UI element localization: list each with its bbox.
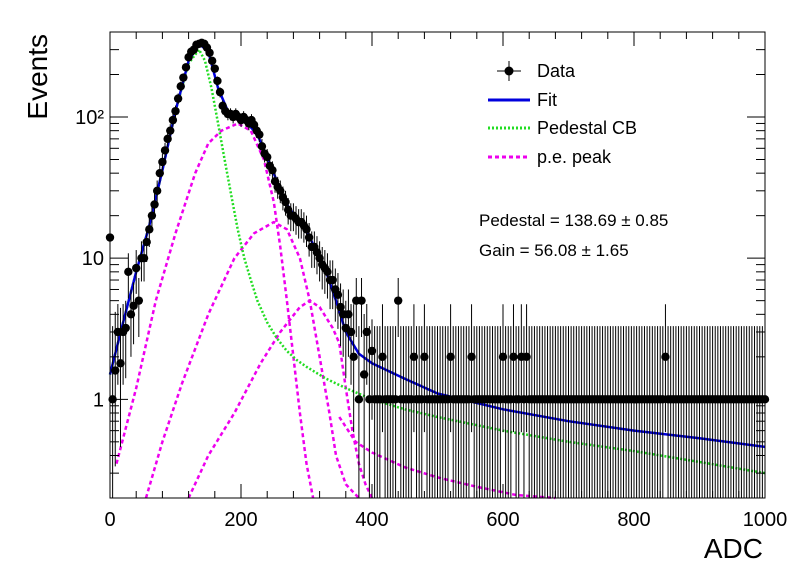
data-point	[362, 327, 371, 337]
data-point	[378, 352, 387, 362]
data-point	[467, 352, 476, 362]
data-point	[142, 237, 151, 247]
data-point	[328, 275, 337, 285]
data-point	[302, 225, 311, 234]
x-tick-label: 800	[617, 509, 650, 531]
data-point	[315, 253, 324, 263]
curve-pe-peak-3	[187, 299, 374, 499]
legend-label-data: Data	[537, 61, 576, 81]
data-point	[498, 352, 508, 362]
annotation-pedestal: Pedestal = 138.69 ± 0.85	[479, 211, 668, 230]
x-axis-label: ADC	[704, 533, 763, 564]
data-point	[129, 301, 138, 310]
data-point	[359, 370, 369, 379]
data-point	[336, 302, 345, 312]
data-point	[116, 359, 125, 368]
curve-pe-peak-2	[144, 220, 360, 499]
data-point	[179, 73, 188, 82]
legend-label-pe-peak: p.e. peak	[537, 147, 612, 167]
data-point	[163, 134, 172, 144]
legend: Data Fit Pedestal CB p.e. peak	[488, 61, 637, 167]
data-point	[509, 352, 518, 362]
data-point	[166, 126, 175, 135]
data-point	[205, 48, 214, 57]
data-point	[257, 142, 267, 151]
data-point	[145, 225, 154, 234]
y-tick-label: 10	[82, 248, 104, 270]
y-tick-label: 10²	[75, 107, 104, 129]
legend-marker-data	[504, 66, 514, 76]
data-point	[268, 165, 277, 175]
data-point	[126, 310, 136, 319]
data-points-layer	[105, 38, 770, 498]
x-tick-label: 400	[355, 509, 388, 531]
data-point	[158, 157, 167, 167]
data-point	[147, 211, 157, 220]
data-point	[346, 327, 356, 337]
data-point	[349, 352, 358, 362]
data-point	[210, 64, 219, 73]
tick-labels-layer: 0 200 400 600 800 1000 1 10 10²	[75, 107, 787, 531]
data-point	[139, 253, 149, 263]
data-point	[420, 352, 429, 362]
data-point	[181, 63, 191, 72]
x-tick-label: 600	[486, 509, 519, 531]
data-point	[344, 310, 353, 319]
data-point	[121, 323, 130, 333]
data-point	[323, 267, 332, 277]
data-point	[661, 352, 670, 362]
data-point	[255, 130, 264, 139]
data-point	[111, 366, 120, 375]
data-point	[333, 290, 343, 300]
x-tick-label: 0	[104, 509, 115, 531]
data-point	[263, 152, 272, 162]
data-point	[173, 94, 183, 103]
data-point	[304, 233, 314, 242]
data-point	[215, 87, 225, 97]
y-tick-label: 1	[93, 389, 104, 411]
data-point	[281, 197, 290, 207]
annotation-gain: Gain = 56.08 ± 1.65	[479, 241, 629, 260]
data-point	[160, 146, 170, 155]
data-point	[124, 267, 133, 277]
legend-label-fit: Fit	[537, 90, 557, 110]
data-point	[446, 352, 455, 362]
data-point	[357, 296, 366, 305]
data-point	[394, 296, 403, 305]
data-point	[207, 56, 217, 66]
data-point	[176, 82, 185, 91]
data-point	[354, 395, 364, 404]
data-point	[152, 186, 162, 196]
data-point	[367, 346, 377, 356]
data-point	[168, 115, 178, 125]
legend-label-pedestal-cb: Pedestal CB	[537, 118, 637, 138]
data-point	[522, 352, 531, 362]
data-point	[213, 76, 222, 86]
data-point	[150, 200, 159, 209]
x-tick-label: 1000	[743, 509, 788, 531]
data-point	[132, 263, 141, 273]
data-point	[276, 186, 285, 196]
data-point	[134, 296, 144, 305]
data-point	[409, 352, 419, 362]
axis-ticks-layer	[109, 31, 766, 499]
data-point	[155, 168, 164, 178]
x-tick-label: 200	[224, 509, 257, 531]
y-axis-label: Events	[22, 34, 53, 120]
data-point	[171, 106, 180, 116]
